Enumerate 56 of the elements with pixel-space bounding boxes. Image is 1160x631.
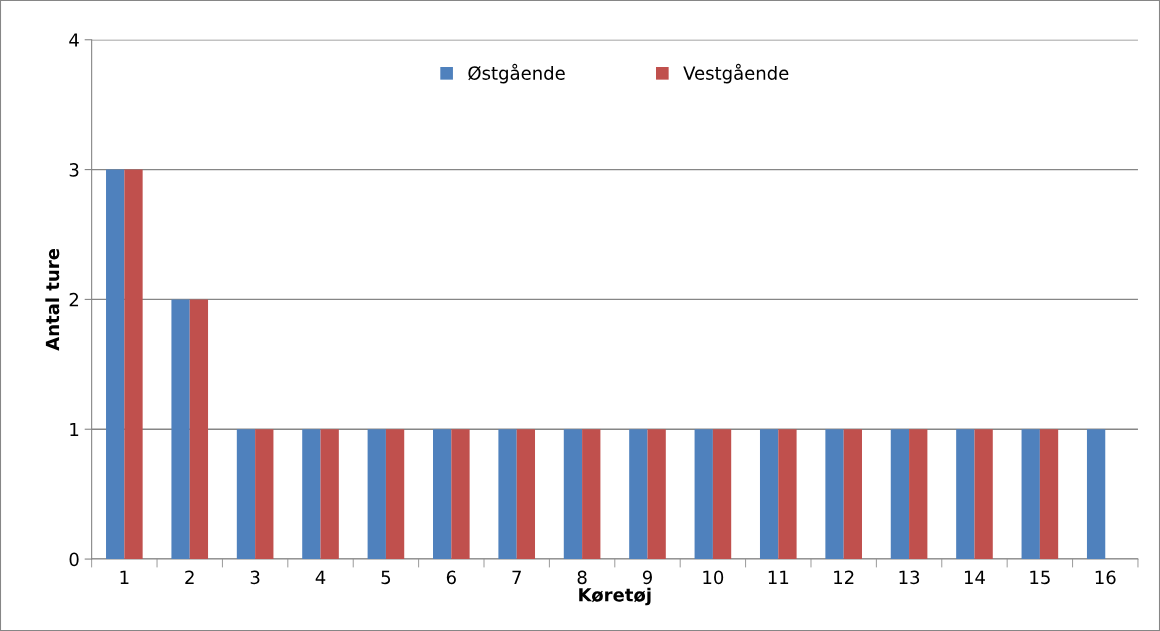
bar [367,429,386,560]
x-tick-label: 7 [512,570,521,584]
y-tick-label: 2 [69,292,79,307]
bar [563,429,583,560]
bar [956,429,975,560]
bar [320,429,339,560]
bar [302,429,321,560]
x-tick-label: 9 [642,570,652,585]
x-tick-label: 1 [120,570,129,584]
x-tick-label: 12 [834,570,854,584]
x-tick-label: 6 [446,570,456,585]
bar [106,169,125,560]
y-tick-label: 3 [69,163,79,177]
bar [647,429,666,560]
bar [451,429,470,560]
x-tick-label: 15 [1030,570,1050,585]
bar [516,429,536,560]
bar [124,169,143,560]
x-tick-label: 8 [577,570,587,585]
bar [498,429,517,560]
bar [236,429,256,560]
y-tick-label: 1 [70,422,79,437]
bar [171,299,190,560]
legend-label: Vestgående [683,63,789,84]
bar [629,429,648,560]
bar [759,429,779,560]
bar [1021,429,1040,560]
bar [255,429,274,560]
x-tick-label: 11 [768,570,789,584]
legend-label: Østgående [468,63,565,84]
bar [1039,429,1059,560]
x-tick-label: 16 [1095,570,1116,585]
y-axis-title: Antal ture [45,248,60,351]
bar [825,429,844,560]
bar [582,429,601,560]
bar [385,429,405,560]
bar [974,429,993,560]
bar [890,429,910,560]
bar [909,429,928,560]
x-tick-label: 14 [964,570,985,584]
bar [433,429,452,560]
x-axis-title: Køretøj [579,587,651,606]
bar [189,299,209,560]
bar [712,429,732,560]
bar [778,429,797,560]
bar [843,429,862,560]
x-tick-label: 2 [185,570,194,584]
x-tick-label: 3 [250,570,260,585]
bar [1086,429,1106,560]
y-tick-label: 4 [69,33,79,47]
x-tick-label: 4 [315,570,326,584]
x-tick-label: 13 [899,570,920,585]
x-tick-label: 10 [703,570,724,585]
y-tick-label: 0 [69,552,79,567]
bar [694,429,713,560]
x-tick-label: 5 [381,570,391,585]
